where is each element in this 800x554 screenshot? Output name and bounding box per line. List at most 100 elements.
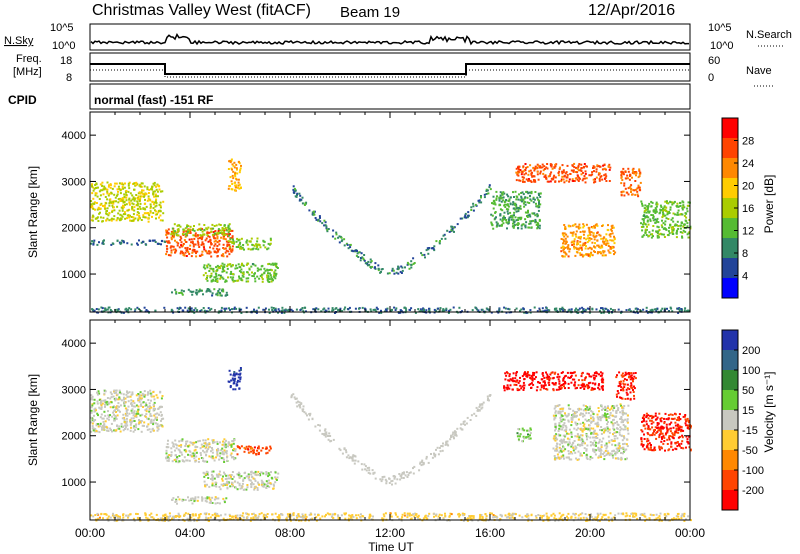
power-cell [225, 271, 228, 274]
velocity-cell [149, 430, 152, 433]
power-cell [538, 201, 540, 204]
velocity-cell [594, 453, 597, 456]
power-cell [222, 243, 225, 246]
velocity-cell [165, 446, 168, 449]
power-cell [492, 207, 495, 210]
velocity-cell [514, 377, 517, 380]
velocity-cell [601, 372, 604, 375]
velocity-cell [592, 420, 595, 423]
velocity-cell [147, 423, 150, 426]
power-cell [209, 308, 212, 311]
power-arc-cell [370, 260, 373, 263]
power-cell [569, 231, 572, 234]
velocity-cell [138, 394, 141, 397]
velocity-cell [178, 444, 181, 447]
velocity-cell [579, 452, 582, 455]
velocity-cell [157, 425, 160, 428]
power-cell [578, 247, 581, 250]
power-cell [677, 209, 680, 212]
velocity-cell [240, 445, 243, 448]
power-cell [129, 214, 131, 217]
power-cell [593, 170, 595, 173]
power-cell [568, 250, 571, 253]
power-cell [140, 310, 143, 313]
power-cell [541, 310, 544, 313]
power-cell [537, 178, 540, 181]
power-cell [596, 224, 599, 227]
velocity-cell [133, 420, 136, 422]
power-arc-cell [296, 192, 299, 195]
velocity-cell [592, 417, 595, 420]
velocity-cell [215, 456, 217, 459]
power-arc-cell [424, 256, 426, 259]
power-cell [226, 294, 229, 296]
velocity-cell [626, 427, 629, 430]
power-cell [120, 242, 123, 244]
velocity-cell [574, 421, 577, 424]
velocity-cell [617, 444, 620, 447]
velocity-cell [193, 441, 196, 444]
power-cell [132, 213, 135, 216]
velocity-cell [605, 419, 608, 422]
power-cell [215, 278, 217, 281]
velocity-cell [562, 449, 565, 452]
power-cell [541, 307, 544, 310]
power-cell [193, 237, 196, 240]
power-cell [246, 239, 249, 242]
power-cell [599, 165, 601, 168]
velocity-cell [548, 379, 551, 382]
power-cell [670, 307, 673, 310]
power-cell [600, 252, 602, 255]
power-cell [256, 237, 259, 240]
velocity-cell [590, 410, 593, 412]
velocity-cell [150, 418, 153, 421]
power-cell [120, 214, 123, 217]
velocity-cell [101, 428, 103, 431]
power-arc-cell [485, 193, 488, 195]
power-cell [667, 234, 670, 237]
velocity-cell [602, 437, 605, 440]
velocity-cell [127, 405, 130, 408]
velocity-cell [579, 387, 582, 389]
power-arc-cell [352, 250, 355, 253]
power-cell [93, 187, 96, 190]
velocity-cell [157, 407, 160, 410]
velocity-cell [585, 453, 588, 456]
velocity-cell [593, 387, 596, 390]
velocity-cell [110, 396, 113, 399]
power-cell [122, 213, 125, 216]
power-cell [476, 308, 478, 311]
power-cell [154, 213, 157, 216]
power-cell [101, 189, 104, 192]
power-cell [107, 185, 110, 188]
power-cell [261, 264, 264, 267]
power-cell [239, 187, 242, 189]
power-cell [200, 238, 203, 241]
freq-tick-bottom: 8 [66, 72, 72, 84]
power-arc-cell [340, 236, 343, 239]
velocity-cell [506, 388, 509, 391]
power-cell [215, 251, 218, 254]
power-cell [648, 231, 651, 234]
power-cell [111, 187, 114, 190]
power-cell [125, 203, 128, 206]
power-cell [128, 203, 131, 206]
velocity-cell [570, 458, 573, 461]
power-arc-cell [451, 229, 454, 232]
power-cell [596, 239, 599, 242]
power-cell [253, 244, 256, 247]
power-cell [106, 217, 109, 220]
power-cell [523, 311, 526, 314]
velocity-cell [552, 377, 555, 380]
velocity-cell [561, 440, 563, 443]
power-cell [502, 217, 505, 220]
velocity-cell [110, 422, 113, 425]
power-cell [196, 228, 199, 231]
power-cell [154, 205, 157, 208]
power-cell [159, 204, 162, 207]
velocity-cell [137, 408, 140, 411]
power-colorbar-segment [722, 138, 738, 159]
velocity-cell [174, 501, 177, 503]
power-cell [670, 218, 673, 221]
velocity-cell [559, 412, 562, 415]
